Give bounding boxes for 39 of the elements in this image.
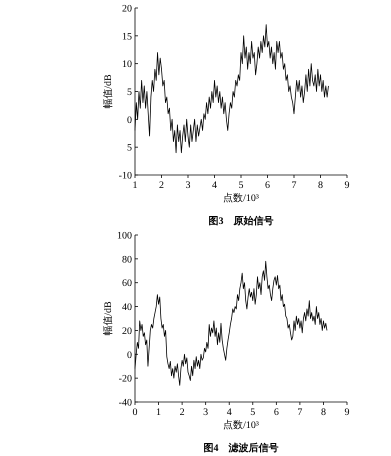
x-tick-label: 2 [159,180,164,191]
x-tick-label: 7 [292,180,296,191]
x-axis-title: 点数/10³ [223,419,259,431]
x-tick-label: 7 [297,407,302,418]
y-tick-label: 20 [122,4,132,14]
y-tick-label: 15 [122,31,132,42]
x-tick-label: 3 [186,180,190,191]
y-tick-label: 0 [127,350,132,361]
y-tick-label: 20 [122,326,132,337]
y-tick-label: 60 [122,278,132,290]
x-tick-label: 5 [250,407,256,418]
x-tick-label: 5 [238,180,244,191]
text: 图4 滤波后信号 [204,442,278,454]
x-tick-label: 1 [156,407,162,418]
y-tick-label: -10 [118,170,132,182]
y-tick-label: 0 [127,114,132,126]
y-tick-label: -20 [118,374,132,385]
x-tick-label: 8 [318,180,323,191]
x-tick-label: 6 [274,407,279,418]
y-tick-label: 80 [122,254,132,266]
x-tick-label: 1 [132,180,138,191]
x-tick-label: 9 [344,407,350,418]
y-tick-label: 5 [127,142,132,154]
x-tick-label: 9 [344,180,350,191]
y-tick-label: -40 [118,398,132,408]
y-axis-title: 幅值/dB [102,74,114,109]
x-axis-title: 点数/10³ [223,192,259,204]
y-tick-label: 10 [122,59,132,70]
x-tick-label: 4 [226,407,232,418]
x-tick-label: 2 [180,407,185,418]
x-tick-label: 4 [212,180,217,191]
x-tick-label: 6 [265,180,270,191]
x-tick-label: 8 [320,407,326,418]
x-tick-label: 3 [203,407,208,418]
y-axis-title: 幅值/dB [102,300,114,336]
y-tick-label: 40 [122,302,132,314]
text: 图3 原始信号 [208,215,274,227]
y-tick-label: 5 [127,87,132,98]
y-tick-label: 100 [117,230,132,242]
